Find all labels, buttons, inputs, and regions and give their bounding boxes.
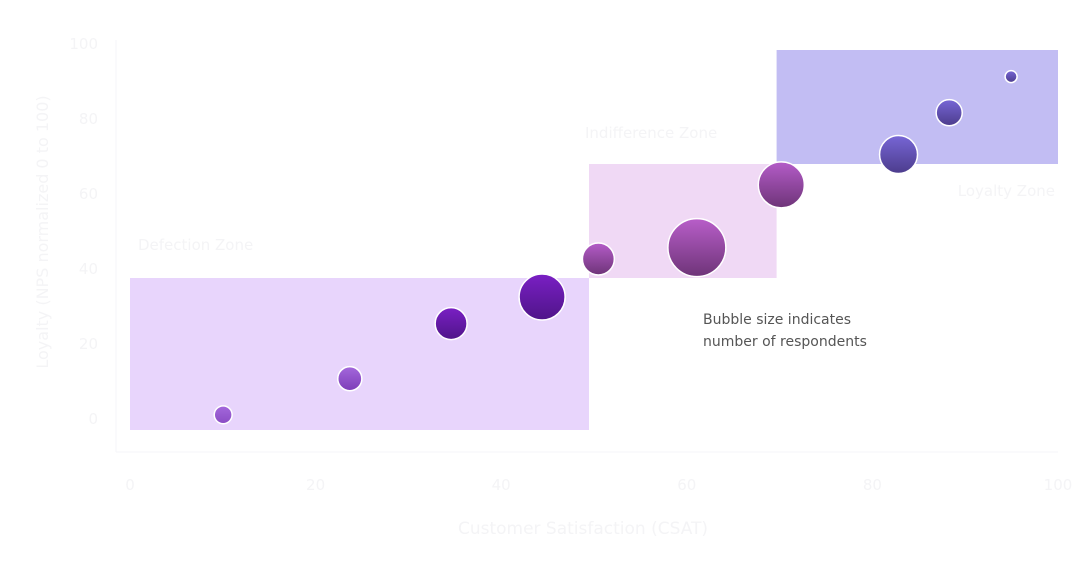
zone-0 <box>130 278 589 430</box>
bubble-point[interactable] <box>434 306 468 341</box>
bubble-point[interactable] <box>337 365 363 392</box>
y-tick-label: 100 <box>69 35 98 53</box>
zone-2 <box>776 50 1058 164</box>
annotation-line-2: number of respondents <box>703 334 867 350</box>
zone-label: Indifference Zone <box>585 124 717 142</box>
y-tick-label: 80 <box>79 110 98 128</box>
annotation-line-1: Bubble size indicates <box>703 312 851 328</box>
zone-labels: Defection Zone Indifference Zone Loyalty Z… <box>138 124 1055 254</box>
bubble-point[interactable] <box>757 161 806 209</box>
x-axis-ticks: 0 20 40 60 80 100 <box>116 451 1073 494</box>
y-tick-label: 0 <box>88 410 98 428</box>
y-tick-label: 20 <box>79 335 98 353</box>
x-tick-label: 60 <box>677 476 696 494</box>
x-tick-label: 80 <box>863 476 882 494</box>
x-tick-label: 0 <box>125 476 135 494</box>
zones <box>130 50 1058 430</box>
bubble-point[interactable] <box>518 273 566 321</box>
zone-label: Loyalty Zone <box>958 182 1055 200</box>
zone-label: Defection Zone <box>138 236 253 254</box>
y-tick-label: 60 <box>79 185 98 203</box>
bubble-point[interactable] <box>213 405 233 425</box>
x-tick-label: 20 <box>306 476 325 494</box>
y-tick-label: 40 <box>79 260 98 278</box>
bubble-point[interactable] <box>878 134 919 175</box>
y-axis-label: Loyalty (NPS normalized 0 to 100) <box>33 95 52 368</box>
bubble-point[interactable] <box>1004 69 1018 84</box>
bubble-point[interactable] <box>581 242 616 276</box>
y-axis-ticks: 0 20 40 60 80 100 <box>69 35 117 452</box>
bubble-point[interactable] <box>935 98 963 127</box>
bubble-point[interactable] <box>667 217 727 278</box>
x-tick-label: 100 <box>1044 476 1073 494</box>
x-tick-label: 40 <box>492 476 511 494</box>
x-axis-label: Customer Satisfaction (CSAT) <box>458 519 708 539</box>
bubbles <box>213 69 1018 425</box>
